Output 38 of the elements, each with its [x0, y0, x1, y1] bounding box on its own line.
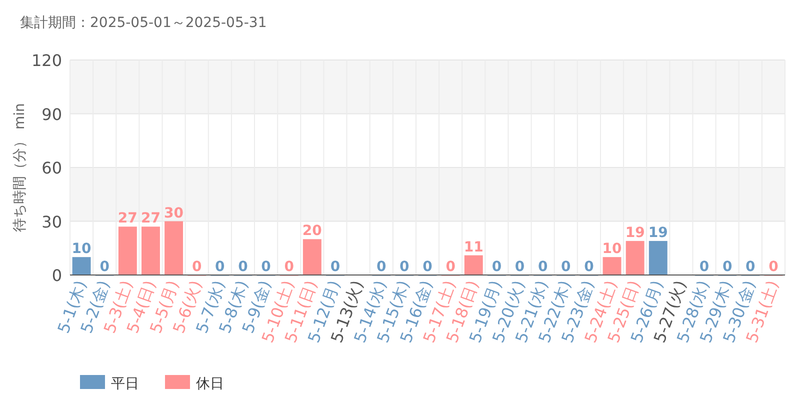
y-axis-title: 待ち時間（分） min [12, 103, 28, 232]
y-tick-label: 90 [42, 104, 62, 124]
data-label: 0 [400, 259, 410, 275]
data-label: 0 [538, 259, 548, 275]
data-label: 0 [330, 259, 340, 275]
legend-label: 休日 [196, 376, 224, 392]
data-label: 19 [625, 224, 645, 241]
data-label: 0 [514, 259, 525, 275]
data-label: 0 [284, 259, 294, 275]
data-label: 0 [376, 259, 386, 275]
chart-title: 集計期間：2025-05-01～2025-05-31 [20, 15, 267, 31]
data-label: 19 [648, 224, 668, 241]
data-label: 0 [699, 259, 710, 275]
data-label: 0 [238, 259, 248, 275]
data-label: 0 [446, 259, 456, 275]
data-label: 0 [100, 259, 110, 275]
data-label: 20 [302, 223, 322, 240]
y-tick-label: 0 [52, 266, 62, 285]
data-label: 0 [261, 259, 272, 275]
data-label: 30 [164, 205, 184, 222]
y-tick-label: 30 [42, 212, 62, 232]
data-label: 10 [602, 241, 622, 258]
y-tick-label: 60 [42, 158, 62, 178]
data-label: 0 [746, 259, 756, 275]
data-label: 0 [192, 259, 202, 275]
data-label: 0 [722, 259, 732, 275]
data-label: 0 [584, 259, 594, 275]
data-label: 0 [215, 259, 226, 275]
data-label: 27 [118, 210, 138, 227]
data-label: 0 [422, 259, 433, 275]
data-label: 10 [72, 241, 92, 258]
data-label: 0 [492, 259, 502, 275]
y-tick-label: 120 [31, 51, 62, 70]
legend-label: 平日 [111, 376, 139, 392]
data-label: 0 [561, 259, 572, 275]
data-label: 0 [768, 259, 779, 275]
data-label: 27 [140, 210, 160, 227]
data-label: 11 [464, 239, 484, 256]
